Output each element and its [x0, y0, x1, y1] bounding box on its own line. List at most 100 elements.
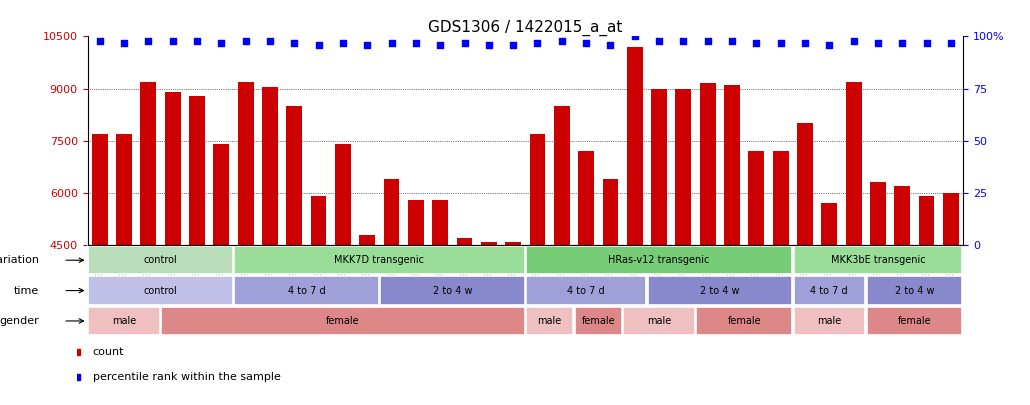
Point — [699, 37, 716, 44]
Point — [553, 37, 570, 44]
Text: MKK7D transgenic: MKK7D transgenic — [335, 255, 424, 265]
Point — [797, 39, 814, 46]
Point — [188, 37, 205, 44]
Bar — [335, 144, 351, 401]
Bar — [408, 200, 423, 401]
Point — [262, 37, 278, 44]
Point — [651, 37, 667, 44]
Point — [335, 39, 351, 46]
Bar — [676, 89, 691, 401]
Point — [626, 33, 643, 40]
Text: control: control — [143, 286, 177, 296]
Bar — [359, 234, 375, 401]
Title: GDS1306 / 1422015_a_at: GDS1306 / 1422015_a_at — [428, 20, 622, 36]
Text: female: female — [897, 316, 931, 326]
Bar — [894, 186, 911, 401]
Bar — [238, 82, 253, 401]
Bar — [797, 124, 813, 401]
Point — [919, 39, 935, 46]
Point — [846, 37, 862, 44]
Point — [383, 39, 400, 46]
Text: genotype/variation: genotype/variation — [0, 255, 39, 265]
Point — [724, 37, 741, 44]
Text: 4 to 7 d: 4 to 7 d — [811, 286, 848, 296]
Text: control: control — [143, 255, 177, 265]
Point — [603, 42, 619, 48]
Text: male: male — [647, 316, 672, 326]
Bar — [456, 238, 473, 401]
FancyBboxPatch shape — [380, 276, 524, 305]
Bar — [578, 151, 594, 401]
Bar — [116, 134, 132, 401]
Bar — [772, 151, 789, 401]
FancyBboxPatch shape — [234, 276, 379, 305]
Bar — [481, 241, 496, 401]
Bar — [92, 134, 107, 401]
Point — [505, 42, 521, 48]
Point — [237, 37, 253, 44]
Bar — [213, 144, 230, 401]
Point — [115, 39, 132, 46]
Bar — [286, 106, 302, 401]
Text: gender: gender — [0, 316, 39, 326]
Text: 4 to 7 d: 4 to 7 d — [568, 286, 605, 296]
Text: female: female — [727, 316, 761, 326]
Point — [772, 39, 789, 46]
FancyBboxPatch shape — [526, 246, 792, 275]
Point — [481, 42, 497, 48]
Bar — [506, 241, 521, 401]
FancyBboxPatch shape — [89, 276, 233, 305]
FancyBboxPatch shape — [162, 307, 524, 335]
FancyBboxPatch shape — [234, 246, 524, 275]
Bar — [311, 196, 327, 401]
Text: 2 to 4 w: 2 to 4 w — [700, 286, 740, 296]
FancyBboxPatch shape — [866, 307, 962, 335]
Point — [821, 42, 837, 48]
FancyBboxPatch shape — [793, 276, 865, 305]
Point — [529, 39, 546, 46]
Point — [213, 39, 230, 46]
FancyBboxPatch shape — [526, 307, 574, 335]
Point — [894, 39, 911, 46]
Point — [408, 39, 424, 46]
Point — [432, 42, 448, 48]
Bar — [529, 134, 545, 401]
FancyBboxPatch shape — [623, 307, 695, 335]
Point — [942, 39, 959, 46]
Bar — [749, 151, 764, 401]
Text: female: female — [582, 316, 615, 326]
Bar — [383, 179, 400, 401]
Text: time: time — [13, 286, 39, 296]
Text: male: male — [817, 316, 842, 326]
Bar — [821, 203, 837, 401]
Point — [869, 39, 886, 46]
FancyBboxPatch shape — [89, 307, 160, 335]
Bar — [433, 200, 448, 401]
FancyBboxPatch shape — [89, 246, 233, 275]
FancyBboxPatch shape — [526, 276, 646, 305]
Text: HRas-v12 transgenic: HRas-v12 transgenic — [609, 255, 710, 265]
FancyBboxPatch shape — [696, 307, 792, 335]
Bar — [190, 96, 205, 401]
Point — [92, 37, 108, 44]
Text: percentile rank within the sample: percentile rank within the sample — [93, 372, 280, 382]
Bar — [262, 87, 278, 401]
Text: MKK3bE transgenic: MKK3bE transgenic — [830, 255, 925, 265]
FancyBboxPatch shape — [866, 276, 962, 305]
Text: count: count — [93, 347, 125, 357]
Point — [165, 37, 181, 44]
Point — [456, 39, 473, 46]
FancyBboxPatch shape — [648, 276, 792, 305]
Text: male: male — [538, 316, 561, 326]
Bar — [603, 179, 618, 401]
Bar — [140, 82, 157, 401]
Text: male: male — [112, 316, 136, 326]
FancyBboxPatch shape — [575, 307, 622, 335]
Point — [359, 42, 376, 48]
Bar — [554, 106, 570, 401]
Point — [748, 39, 764, 46]
Bar — [651, 89, 667, 401]
Text: female: female — [327, 316, 359, 326]
Bar — [699, 83, 716, 401]
Point — [286, 39, 303, 46]
